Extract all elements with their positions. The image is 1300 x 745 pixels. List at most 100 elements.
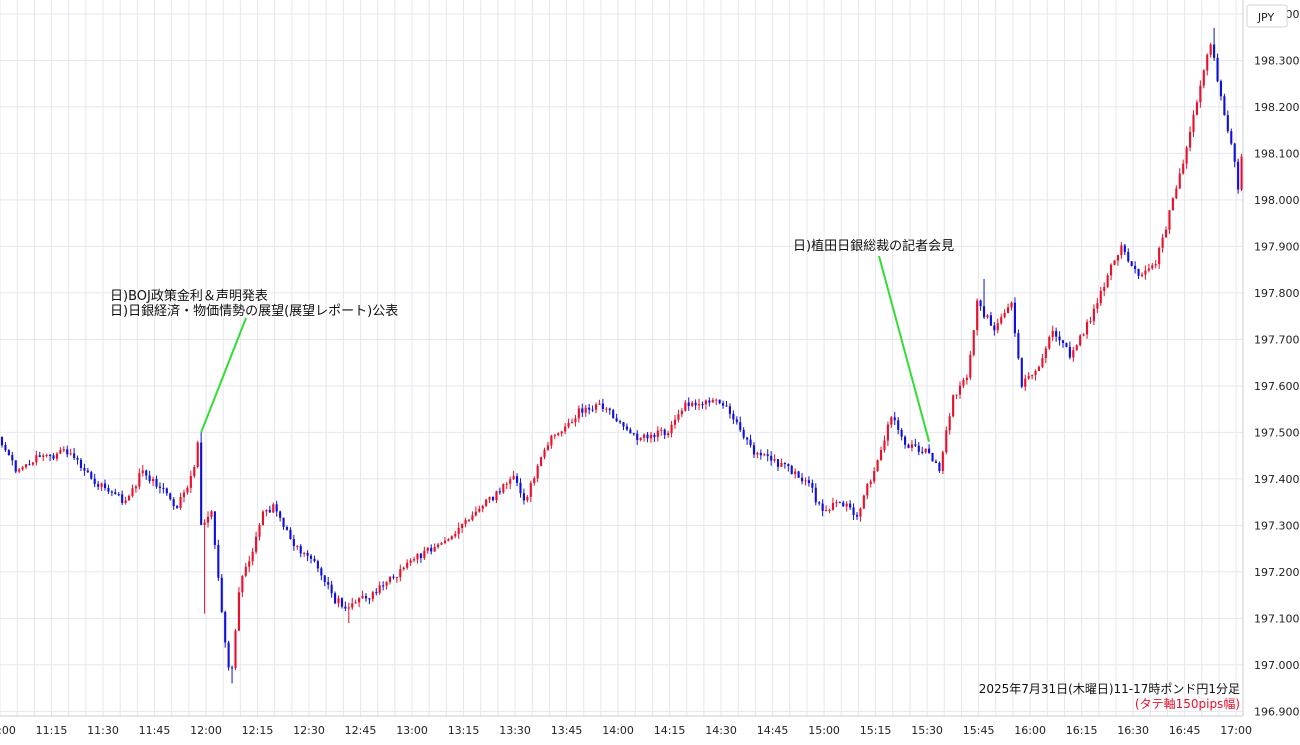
- candle-body: [491, 497, 495, 501]
- candle-body: [76, 457, 79, 460]
- candle-body: [1072, 350, 1075, 358]
- candle-body: [426, 547, 429, 551]
- candle-body: [172, 499, 175, 507]
- candle-body: [859, 508, 862, 517]
- candle-body: [316, 561, 319, 569]
- candle-body: [519, 482, 522, 494]
- candle-body: [450, 536, 453, 540]
- candle-body: [1216, 57, 1219, 82]
- candle-body: [1154, 264, 1157, 266]
- candle-body: [495, 491, 498, 501]
- candle-body: [663, 429, 666, 436]
- candle-body: [938, 462, 941, 471]
- price-tick-label: 197.700: [1254, 333, 1300, 346]
- candle-body: [752, 445, 756, 455]
- candle-body: [217, 544, 220, 578]
- candle-body: [220, 577, 223, 612]
- candle-body: [873, 471, 876, 482]
- candle-body: [900, 429, 903, 437]
- candle-body: [701, 404, 704, 406]
- candle-body: [1027, 376, 1030, 379]
- price-tick-label: 197.800: [1254, 287, 1300, 300]
- candle-body: [1192, 114, 1195, 132]
- candle-body: [1085, 321, 1089, 335]
- candle-body: [515, 476, 519, 483]
- candle-body: [1082, 334, 1085, 336]
- candle-body: [464, 519, 467, 524]
- candle-body: [855, 514, 859, 517]
- time-tick-label: 15:30: [911, 724, 943, 737]
- candle-body: [1065, 342, 1068, 347]
- time-tick-label: 11:30: [87, 724, 119, 737]
- candle-body: [66, 449, 69, 455]
- candle-body: [412, 559, 416, 561]
- price-tick-label: 197.600: [1254, 380, 1300, 393]
- time-tick-label: 11:00: [0, 724, 16, 737]
- candle-body: [206, 516, 210, 523]
- candle-body: [622, 422, 625, 427]
- time-tick-label: 13:00: [396, 724, 428, 737]
- time-tick-label: 17:00: [1220, 724, 1252, 737]
- candle-body: [83, 467, 86, 471]
- candle-body: [639, 437, 642, 440]
- candle-body: [694, 402, 697, 406]
- candle-body: [629, 429, 632, 434]
- candle-body: [746, 437, 749, 440]
- candle-body: [910, 444, 913, 448]
- candle-body: [852, 507, 855, 515]
- candle-body: [114, 492, 117, 495]
- candle-body: [121, 494, 124, 503]
- candle-body: [862, 495, 865, 509]
- candle-body: [656, 430, 659, 438]
- candle-body: [979, 300, 982, 307]
- candle-body: [1079, 335, 1082, 346]
- time-axis-panel: [0, 716, 1243, 745]
- candle-body: [210, 511, 213, 517]
- candle-body: [687, 402, 690, 407]
- candle-body: [869, 481, 872, 485]
- candle-body: [100, 483, 103, 487]
- annotation-pointer-line: [200, 317, 247, 433]
- candle-body: [594, 404, 598, 410]
- candle-body: [313, 558, 316, 562]
- candle-body: [883, 440, 886, 451]
- candlestick-series: [0, 27, 1247, 684]
- footer-note: (タテ軸150pips幅): [1135, 696, 1240, 711]
- candle-body: [1140, 274, 1144, 276]
- candle-body: [443, 540, 447, 543]
- candle-body: [103, 483, 107, 489]
- candle-body: [145, 470, 148, 476]
- candle-body: [131, 488, 134, 496]
- currency-box[interactable]: [1246, 4, 1288, 28]
- candle-body: [186, 487, 189, 493]
- candle-body: [643, 434, 646, 438]
- candle-body: [632, 433, 635, 435]
- candle-body: [1103, 286, 1106, 291]
- candle-body: [1151, 265, 1154, 269]
- candle-body: [69, 453, 72, 455]
- candle-body: [227, 642, 230, 668]
- candle-body: [1223, 96, 1226, 116]
- candle-body: [773, 459, 776, 461]
- candle-body: [540, 457, 543, 466]
- price-axis-panel: [1243, 0, 1300, 745]
- candle-body: [230, 667, 234, 669]
- candle-body: [591, 409, 594, 411]
- candle-body: [437, 544, 440, 547]
- candle-body: [794, 471, 797, 475]
- candle-body: [649, 434, 653, 439]
- time-axis-ticks: 11:00 11:15 11:30 11:45 12:00 12:15 12:30 12:45…: [0, 724, 1252, 737]
- candle-body: [364, 596, 368, 599]
- price-tick-label: 198.200: [1254, 101, 1300, 114]
- candle-body: [327, 582, 330, 585]
- candle-body: [478, 508, 481, 512]
- candle-body: [1000, 317, 1003, 324]
- candle-body: [234, 630, 237, 668]
- candle-body: [461, 523, 464, 528]
- time-tick-label: 15:45: [963, 724, 995, 737]
- time-tick-label: 12:45: [345, 724, 377, 737]
- candle-body: [248, 561, 251, 567]
- candle-body: [1195, 102, 1198, 115]
- candle-body: [1099, 290, 1102, 304]
